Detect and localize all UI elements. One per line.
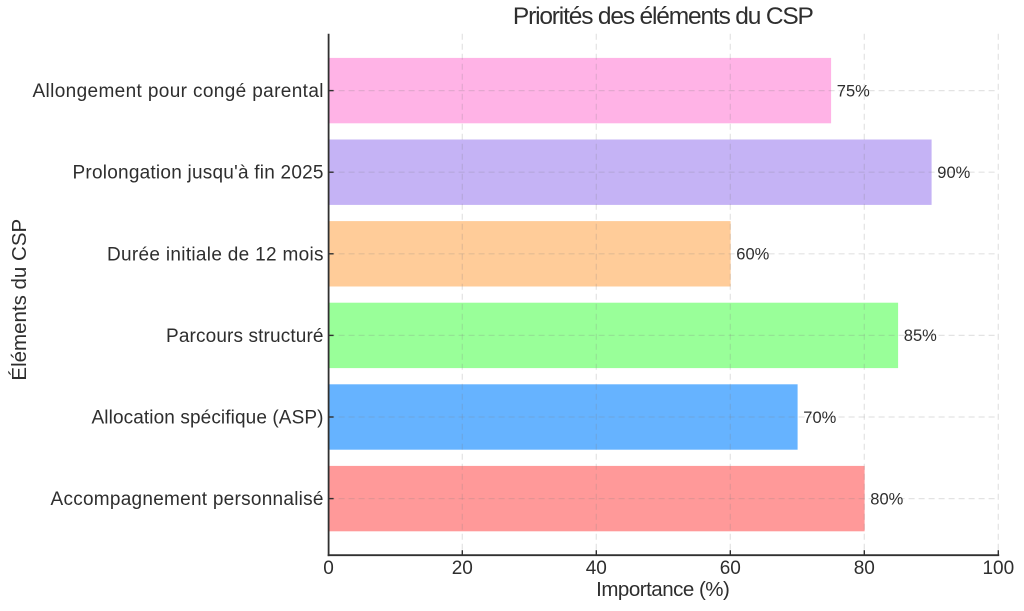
svg-text:Allongement pour congé parenta: Allongement pour congé parental (33, 81, 324, 102)
svg-text:100: 100 (982, 558, 1014, 579)
svg-text:Importance (%): Importance (%) (596, 578, 730, 601)
svg-text:70%: 70% (803, 409, 836, 427)
svg-text:0: 0 (323, 558, 334, 579)
svg-text:Priorités des éléments du CSP: Priorités des éléments du CSP (513, 3, 814, 30)
svg-text:75%: 75% (837, 82, 870, 100)
svg-text:40: 40 (586, 558, 607, 579)
svg-text:60%: 60% (736, 246, 769, 264)
svg-text:Allocation spécifique (ASP): Allocation spécifique (ASP) (92, 408, 324, 429)
svg-text:Durée initiale de 12 mois: Durée initiale de 12 mois (107, 244, 324, 265)
svg-text:Prolongation jusqu'à fin 2025: Prolongation jusqu'à fin 2025 (73, 163, 324, 184)
svg-text:Éléments du CSP: Éléments du CSP (8, 219, 31, 381)
svg-text:80: 80 (854, 558, 875, 579)
svg-text:20: 20 (452, 558, 473, 579)
svg-text:90%: 90% (937, 164, 970, 182)
svg-text:Parcours structuré: Parcours structuré (166, 326, 324, 347)
svg-text:60: 60 (720, 558, 741, 579)
svg-text:80%: 80% (870, 490, 903, 508)
svg-text:Accompagnement personnalisé: Accompagnement personnalisé (51, 489, 324, 510)
svg-text:85%: 85% (904, 327, 937, 345)
